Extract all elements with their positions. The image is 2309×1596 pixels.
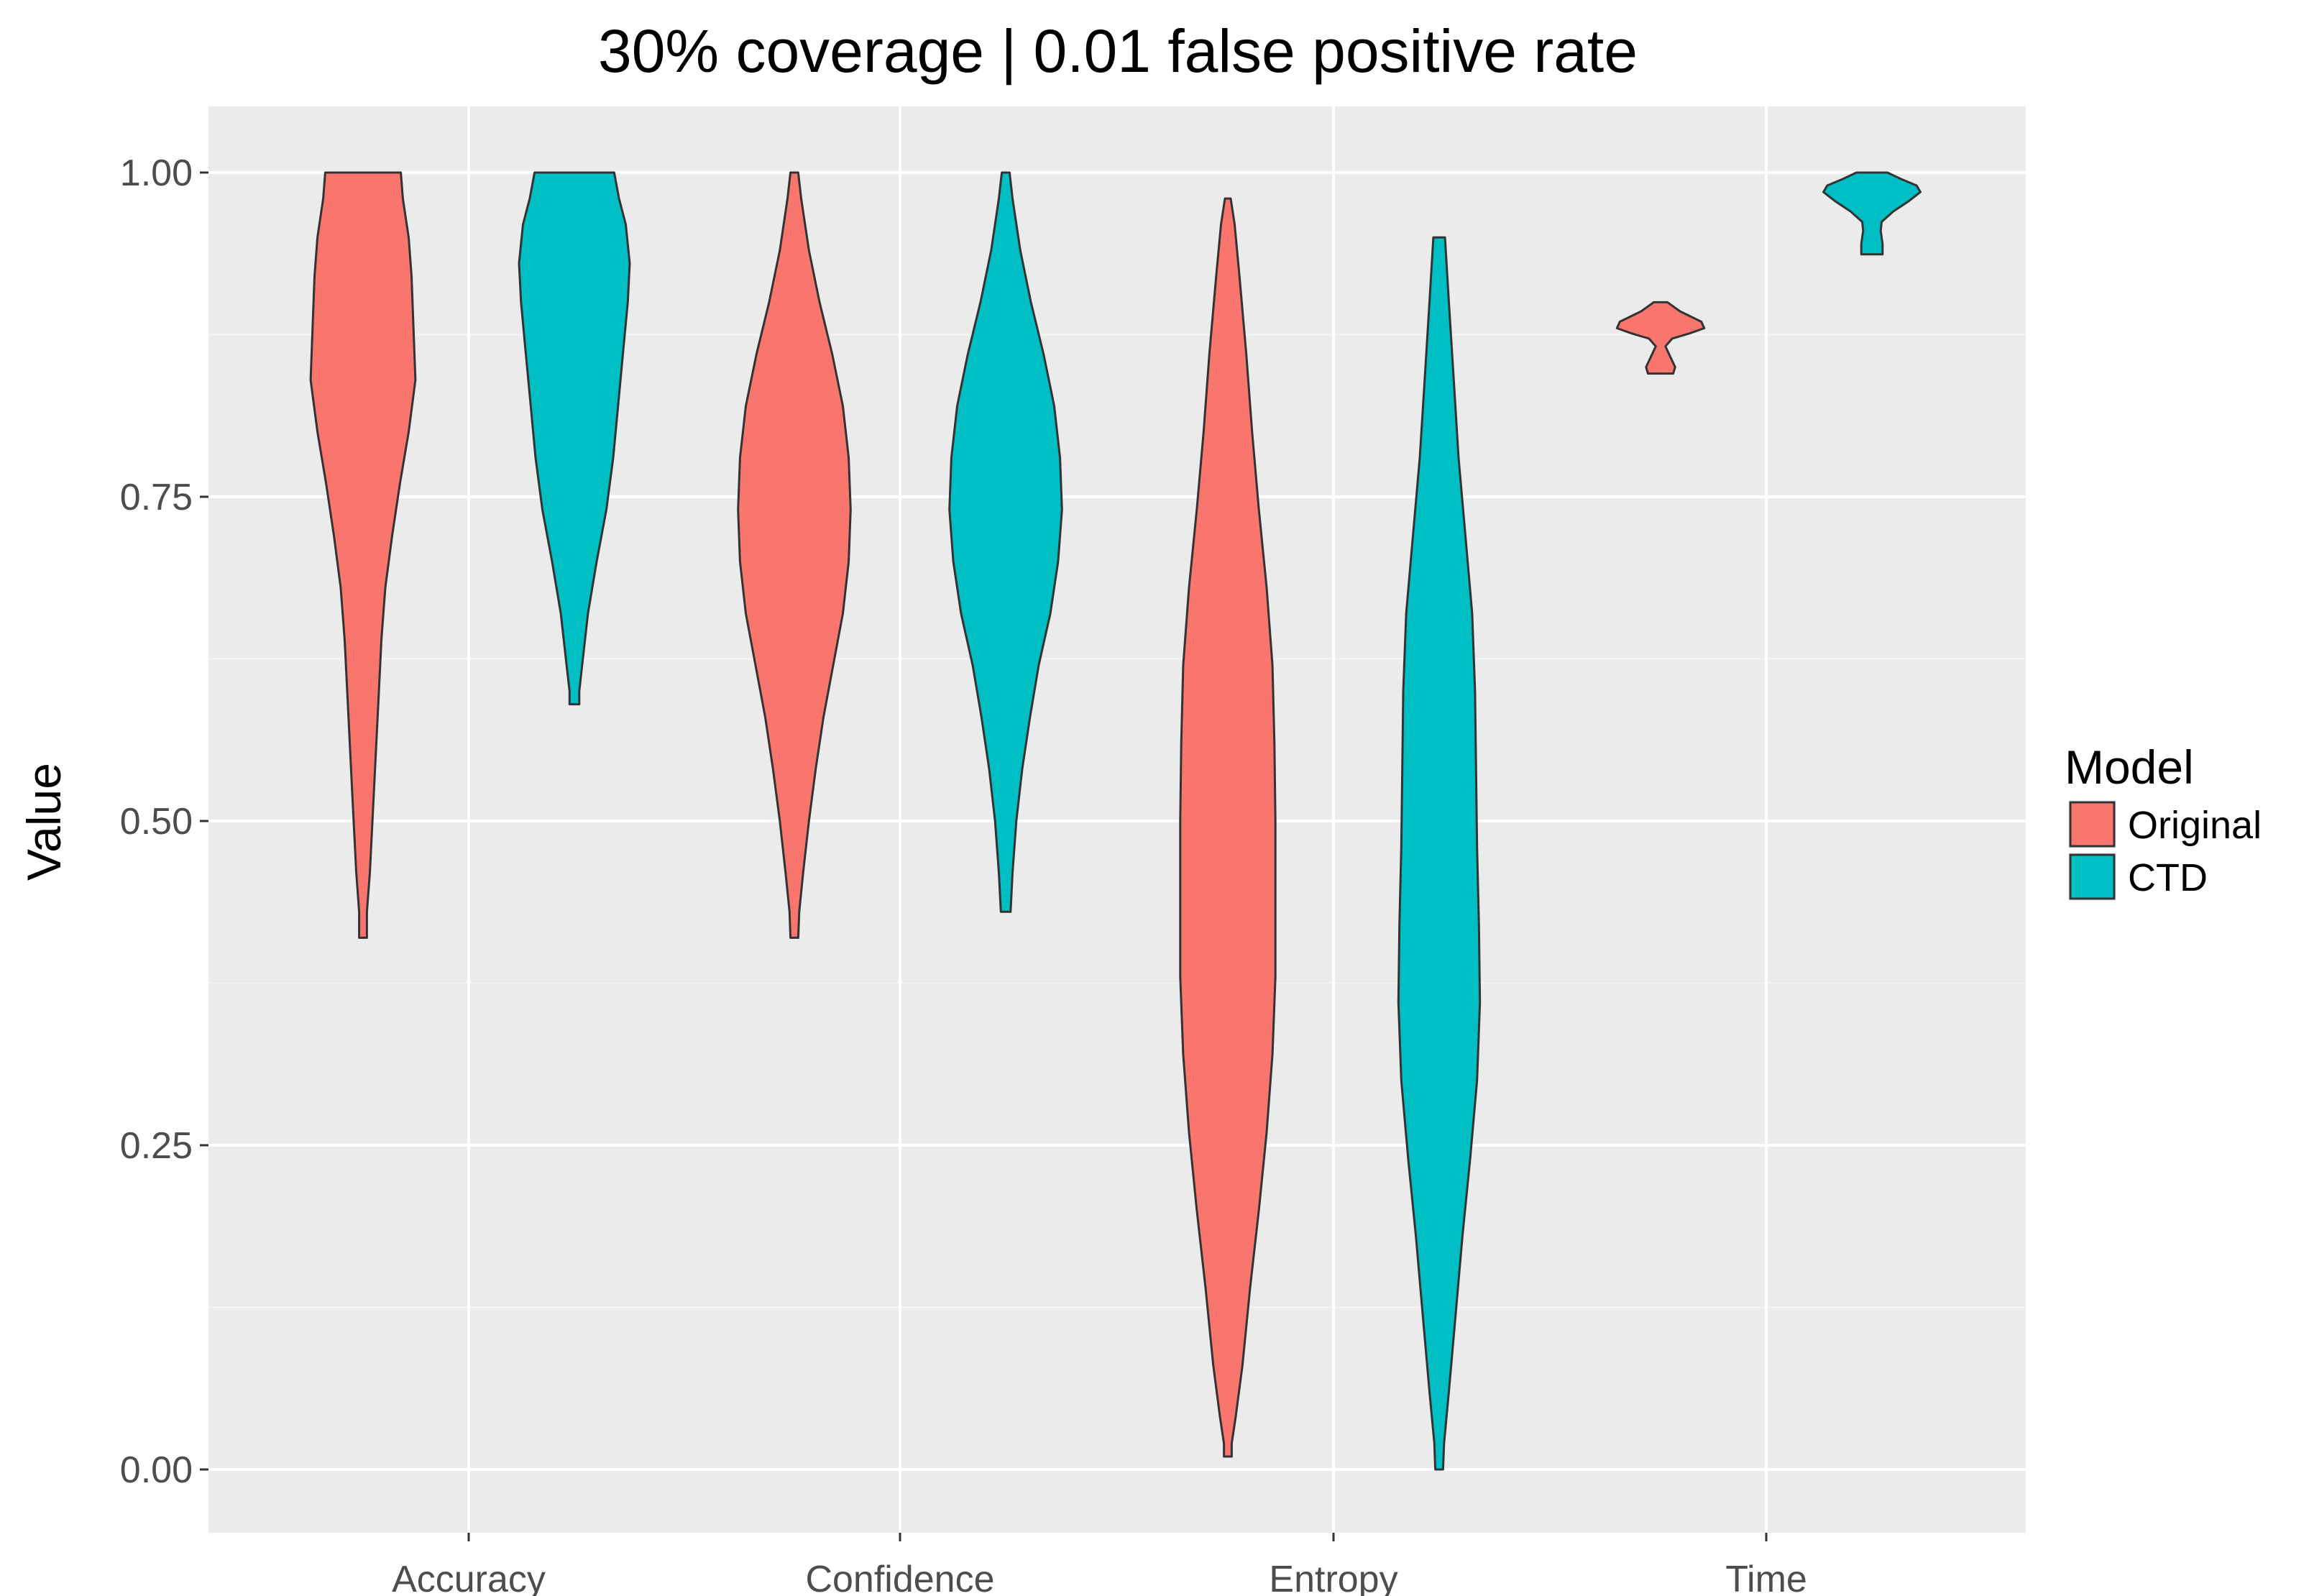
violin-original-entropy (1179, 197, 1277, 1458)
legend-label-ctd: CTD (2128, 856, 2208, 899)
violin-ctd-accuracy (518, 171, 631, 706)
legend-label-original: Original (2128, 804, 2262, 847)
legend-title: Model (2065, 740, 2194, 794)
y-tick-label: 0.25 (120, 1125, 193, 1167)
y-axis-title: Value (17, 763, 70, 881)
y-axis: 0.00 0.25 0.50 0.75 1.00 (120, 152, 208, 1491)
legend-swatch-ctd (2069, 853, 2116, 900)
y-tick-label: 0.00 (120, 1449, 193, 1491)
x-tick-label: Entropy (1269, 1559, 1397, 1596)
series-ctd (518, 171, 1922, 1471)
x-tick-label: Confidence (805, 1559, 994, 1596)
violin-original-confidence (737, 171, 852, 939)
legend-swatch-original (2069, 801, 2116, 848)
y-tick-label: 0.75 (120, 477, 193, 518)
violin-ctd-confidence (948, 171, 1063, 913)
x-tick-label: Accuracy (392, 1559, 546, 1596)
x-axis: Accuracy Confidence Entropy Time (392, 1533, 1807, 1596)
x-tick-label: Time (1725, 1559, 1807, 1596)
violin-ctd-entropy (1397, 236, 1482, 1471)
series-original (309, 171, 1706, 1458)
plot-panel (208, 106, 2026, 1533)
chart-title: 30% coverage | 0.01 false positive rate (598, 17, 1638, 85)
y-tick-label: 0.50 (120, 801, 193, 843)
y-tick-label: 1.00 (120, 152, 193, 194)
violin-ctd-time (1822, 171, 1922, 256)
violin-original-time (1615, 301, 1706, 375)
violin-original-accuracy (309, 171, 417, 939)
legend: Model Original CTD (2065, 740, 2262, 901)
